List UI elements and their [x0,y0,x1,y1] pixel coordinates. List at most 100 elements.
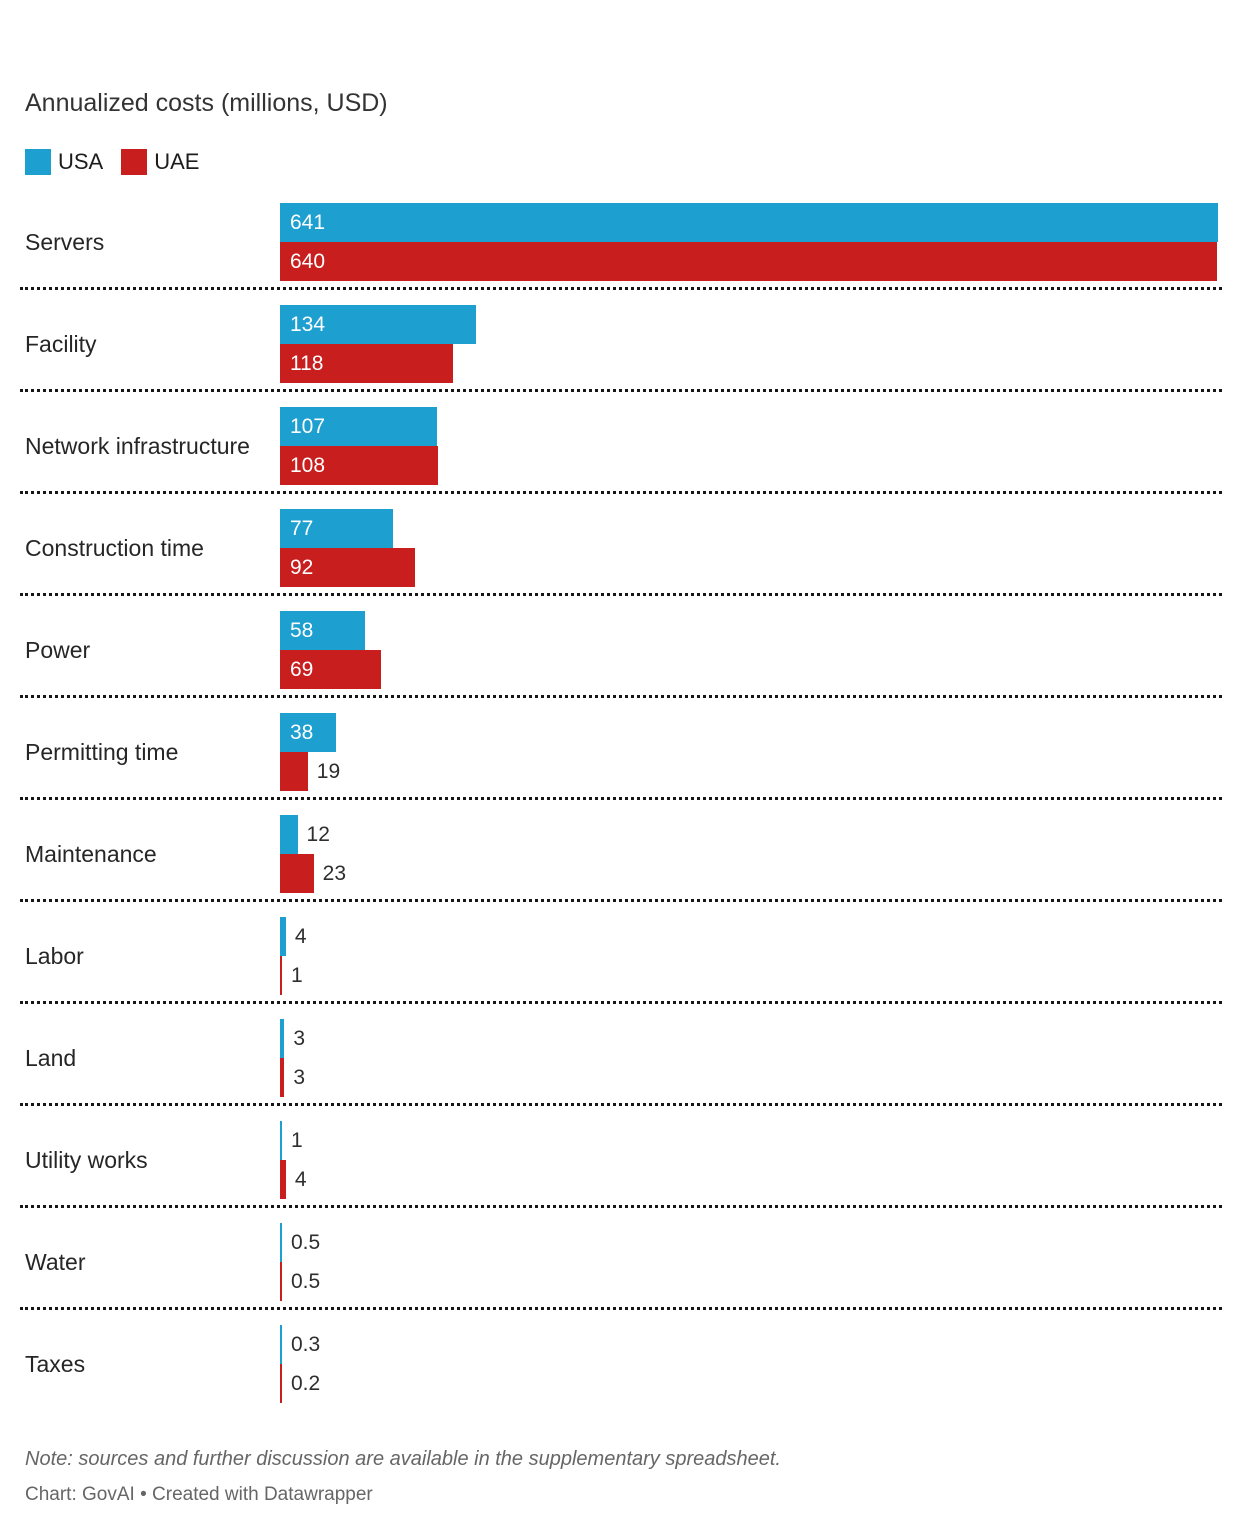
bar-usa [280,1019,285,1058]
category-row-water: Water 0.5 0.5 [25,1223,1218,1301]
row-separator [20,287,1222,290]
bar-usa [280,305,477,344]
bar-rows: Servers 641 640 Facility 134 118 Network infra… [20,203,1222,1403]
bar-uae [280,752,308,791]
barline-uae: 108 [280,446,1218,485]
barline-usa: 1 [280,1121,1218,1160]
category-label: Land [25,1044,77,1071]
value-label: 1 [291,1129,303,1152]
category-label: Utility works [25,1146,148,1173]
barline-usa: 12 [280,815,1218,854]
bar-group: 58 69 [280,611,1218,689]
bar-usa [280,407,437,446]
legend-item-uae: UAE [121,149,200,175]
bar-uae [280,242,1217,281]
category-row-network-infrastructure: Network infrastructure 107 108 [25,407,1218,485]
bar-uae [280,548,415,587]
bar-usa [280,203,1218,242]
barline-uae: 19 [280,752,1218,791]
bar-group: 12 23 [280,815,1218,893]
value-label: 0.5 [291,1270,321,1293]
bar-usa [280,815,298,854]
bar-usa [280,1325,282,1364]
value-label: 3 [293,1066,306,1089]
bar-uae [280,1364,282,1403]
row-separator [20,1103,1222,1106]
legend-swatch-usa [25,149,51,175]
category-row-maintenance: Maintenance 12 23 [25,815,1218,893]
category-label: Maintenance [25,840,157,867]
value-label: 92 [290,556,314,579]
category-row-taxes: Taxes 0.3 0.2 [25,1325,1218,1403]
row-separator [20,491,1222,494]
bar-uae [280,854,314,893]
category-label: Facility [25,330,97,357]
category-row-servers: Servers 641 640 [25,203,1218,281]
barline-uae: 640 [280,242,1218,281]
category-label: Network infrastructure [25,432,250,459]
value-label: 108 [290,454,326,477]
barline-uae: 92 [280,548,1218,587]
barline-uae: 69 [280,650,1218,689]
value-label: 641 [290,211,326,234]
footer-note: Note: sources and further discussion are… [25,1448,781,1470]
category-label: Taxes [25,1350,86,1377]
value-label: 4 [294,1168,307,1191]
barline-usa: 0.5 [280,1223,1218,1262]
bar-group: 77 92 [280,509,1218,587]
value-label: 12 [306,823,330,846]
bar-uae [280,650,381,689]
row-separator [20,797,1222,800]
value-label: 77 [290,517,314,540]
value-label: 1 [291,964,303,987]
category-label: Construction time [25,534,204,561]
barline-usa: 134 [280,305,1218,344]
category-row-permitting-time: Permitting time 38 19 [25,713,1218,791]
barline-usa: 3 [280,1019,1218,1058]
barline-uae: 118 [280,344,1218,383]
value-label: 0.2 [291,1372,321,1395]
category-row-utility-works: Utility works 1 4 [25,1121,1218,1199]
barline-usa: 38 [280,713,1218,752]
bar-usa [280,611,365,650]
bar-group: 134 118 [280,305,1218,383]
barline-uae: 23 [280,854,1218,893]
legend-label-uae: UAE [154,149,200,174]
row-separator [20,1001,1222,1004]
bar-uae [280,344,453,383]
bar-uae [280,1058,285,1097]
category-row-facility: Facility 134 118 [25,305,1218,383]
bar-uae [280,1262,282,1301]
value-label: 38 [290,721,314,744]
value-label: 0.5 [291,1231,321,1254]
category-label: Water [25,1248,86,1275]
bar-usa [280,509,393,548]
bar-uae [280,1160,286,1199]
chart-footer: Note: sources and further discussion are… [25,1448,1218,1506]
bar-group: 107 108 [280,407,1218,485]
value-label: 134 [290,313,326,336]
value-label: 4 [294,925,307,948]
category-label: Power [25,636,91,663]
category-row-power: Power 58 69 [25,611,1218,689]
category-label: Servers [25,228,105,255]
value-label: 118 [290,352,324,375]
category-row-construction-time: Construction time 77 92 [25,509,1218,587]
legend-label-usa: USA [58,149,104,174]
legend-swatch-uae [121,149,148,175]
barline-uae: 1 [280,956,1218,995]
bar-group: 0.5 0.5 [280,1223,1218,1301]
legend: USA UAE [25,149,1218,175]
bar-uae [280,956,282,995]
value-label: 0.3 [291,1333,321,1356]
value-label: 19 [316,760,341,783]
row-separator [20,899,1222,902]
category-label: Permitting time [25,738,179,765]
bar-group: 641 640 [280,203,1218,281]
barline-usa: 0.3 [280,1325,1218,1364]
barline-usa: 58 [280,611,1218,650]
value-label: 640 [290,250,326,273]
